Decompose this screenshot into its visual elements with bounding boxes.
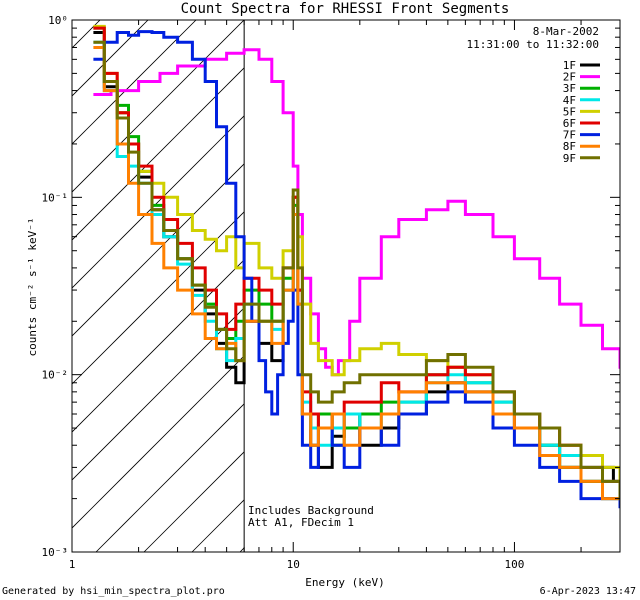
observation-date: 8-Mar-2002 — [533, 25, 599, 38]
y-tick-label: 10⁻³ — [42, 546, 69, 559]
x-tick-label: 1 — [69, 558, 76, 571]
hatch-line — [95, 403, 245, 552]
hatch-line — [72, 20, 197, 145]
axis-ticks: 1 10 100 10⁰ 10⁻¹ 10⁻² 10⁻³ — [42, 14, 621, 571]
y-tick-label: 10⁻² — [42, 369, 69, 382]
y-tick-label: 10⁻¹ — [42, 191, 69, 204]
hatch-line — [72, 20, 149, 97]
legend-label-2f: 2F — [563, 71, 576, 84]
series-line-7f — [93, 30, 620, 509]
hatch-line — [72, 20, 245, 193]
footer-timestamp: 6-Apr-2023 13:47 — [540, 586, 636, 597]
legend-label-3f: 3F — [563, 82, 576, 95]
annotation-attenuator: Att A1, FDecim 1 — [248, 516, 354, 529]
x-tick-label: 100 — [505, 558, 525, 571]
x-axis-label: Energy (keV) — [305, 576, 384, 589]
hatch-line — [72, 163, 245, 337]
series-lines — [93, 24, 620, 509]
series-line-9f — [93, 40, 620, 501]
series-line-8f — [93, 46, 620, 501]
hatch-line — [72, 211, 245, 385]
legend-label-1f: 1F — [563, 59, 576, 72]
legend-label-9f: 9F — [563, 152, 576, 165]
annotation-background: Includes Background — [248, 504, 374, 517]
hatch-line — [72, 115, 245, 289]
y-tick-label: 10⁰ — [48, 14, 68, 27]
x-tick-label: 10 — [287, 558, 300, 571]
chart-title: Count Spectra for RHESSI Front Segments — [181, 1, 510, 17]
legend-label-5f: 5F — [563, 105, 576, 118]
legend-label-6f: 6F — [563, 117, 576, 130]
hatch-line — [72, 355, 245, 529]
series-line-2f — [93, 48, 620, 377]
observation-time-range: 11:31:00 to 11:32:00 — [467, 38, 599, 51]
footer-generated-by: Generated by hsi_min_spectra_plot.pro — [2, 586, 225, 597]
legend-label-7f: 7F — [563, 129, 576, 142]
hatch-line — [72, 307, 245, 481]
y-axis-label: counts cm⁻² s⁻¹ keV⁻¹ — [26, 217, 39, 356]
legend-label-8f: 8F — [563, 140, 576, 153]
plot-frame — [71, 19, 621, 553]
legend-label-4f: 4F — [563, 94, 576, 107]
